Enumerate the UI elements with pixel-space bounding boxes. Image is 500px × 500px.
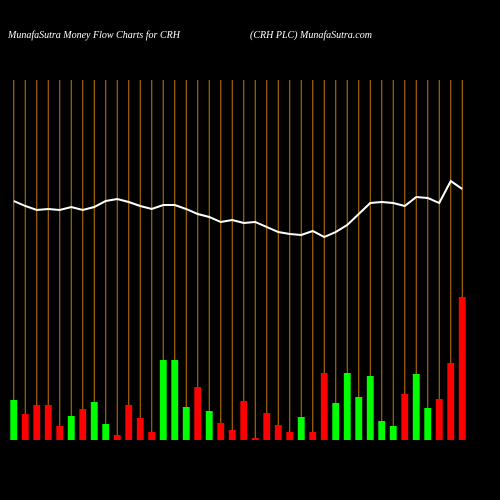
bar — [343, 373, 351, 440]
bar — [182, 407, 190, 440]
bar — [355, 397, 363, 440]
bar — [447, 363, 455, 440]
bar — [389, 426, 397, 440]
bar — [297, 417, 305, 440]
bar — [90, 402, 98, 440]
bar — [21, 414, 29, 440]
bar — [263, 413, 271, 440]
bar — [458, 297, 466, 440]
price-line — [13, 179, 463, 239]
bar — [113, 435, 121, 440]
chart-subtitle: (CRH PLC) MunafaSutra.com — [250, 30, 372, 41]
bar — [67, 416, 75, 440]
bar — [366, 376, 374, 440]
bar — [159, 360, 167, 440]
bar — [251, 438, 259, 440]
bar — [412, 374, 420, 440]
bar — [194, 387, 202, 440]
bar — [424, 408, 432, 440]
bar — [79, 409, 87, 440]
bar — [378, 421, 386, 440]
bar — [240, 401, 248, 440]
bar — [332, 403, 340, 440]
bar — [217, 423, 225, 440]
bar — [320, 373, 328, 440]
bar — [102, 424, 110, 440]
bar — [10, 400, 18, 440]
bar — [125, 405, 133, 440]
bar — [44, 405, 52, 440]
bar — [309, 432, 317, 440]
bar — [228, 430, 236, 440]
bar — [171, 360, 179, 440]
bar — [401, 394, 409, 440]
bar — [205, 411, 213, 440]
bar — [274, 425, 282, 440]
bar — [33, 405, 41, 440]
bar — [136, 418, 144, 440]
bar — [435, 399, 443, 440]
chart-title: MunafaSutra Money Flow Charts for CRH — [7, 30, 181, 41]
bar — [286, 432, 294, 440]
bar — [148, 432, 156, 440]
bar — [56, 426, 64, 440]
